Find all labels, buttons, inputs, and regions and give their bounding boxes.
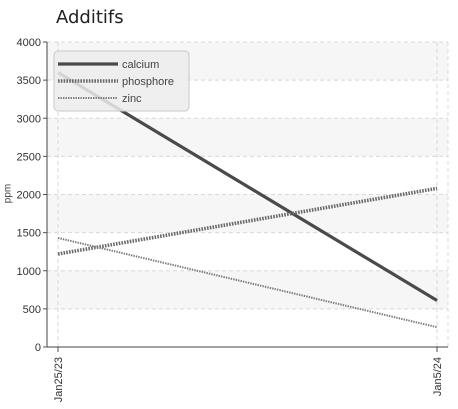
- y-tick-label: 1500: [17, 228, 41, 240]
- y-tick-label: 3000: [17, 113, 41, 125]
- legend-box: [53, 50, 190, 112]
- legend-label-phosphore: phosphore: [122, 76, 174, 88]
- grid-band: [47, 194, 448, 233]
- y-tick-label: 2500: [17, 151, 41, 163]
- y-tick-label: 1000: [17, 266, 41, 278]
- y-tick-label: 3500: [17, 75, 41, 87]
- y-tick-label: 0: [35, 342, 41, 354]
- x-tick-label: Jan25/23: [53, 357, 65, 402]
- chart-title: Additifs: [56, 7, 124, 28]
- grid-band: [47, 270, 448, 309]
- x-tick-label: Jan5/24: [432, 357, 444, 396]
- series-line-phosphore: [57, 186, 438, 256]
- grid-band: [47, 118, 448, 157]
- legend-label-calcium: calcium: [122, 59, 159, 71]
- y-tick-label: 2000: [17, 190, 41, 202]
- legend-label-zinc: zinc: [122, 93, 142, 105]
- y-tick-label: 500: [23, 304, 41, 316]
- y-tick-label: 4000: [17, 37, 41, 49]
